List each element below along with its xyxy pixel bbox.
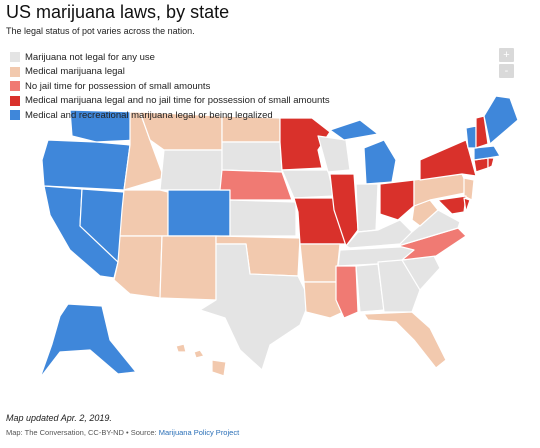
update-note: Map updated Apr. 2, 2019.	[6, 413, 112, 423]
state-kansas[interactable]	[229, 199, 297, 237]
state-alaska[interactable]	[39, 303, 137, 379]
state-indiana[interactable]	[355, 183, 379, 233]
legend-item-medical: Medical marijuana legal	[10, 65, 330, 80]
state-texas[interactable]	[199, 243, 311, 371]
source-link[interactable]: Marijuana Policy Project	[158, 428, 240, 437]
state-arkansas[interactable]	[299, 243, 341, 283]
state-delaware[interactable]	[463, 197, 471, 213]
zoom-out-button[interactable]: -	[499, 64, 514, 78]
state-new-mexico[interactable]	[159, 235, 217, 301]
state-wyoming[interactable]	[159, 149, 223, 191]
state-michigan[interactable]	[363, 139, 397, 185]
legend-item-medical-no-jail: Medical marijuana legal and no jail time…	[10, 94, 330, 109]
legend-swatch	[10, 95, 20, 106]
legend-swatch	[10, 52, 20, 63]
legend-label: Medical and recreational marijuana legal…	[25, 109, 273, 121]
legend-label: Medical marijuana legal	[25, 66, 125, 78]
state-new-hampshire[interactable]	[475, 115, 489, 149]
legend-swatch	[10, 81, 20, 92]
legend-item-recreational: Medical and recreational marijuana legal…	[10, 108, 330, 123]
legend-item-not-legal: Marijuana not legal for any use	[10, 50, 330, 65]
state-minnesota[interactable]	[279, 117, 331, 171]
state-utah[interactable]	[119, 189, 169, 237]
state-oregon[interactable]	[41, 139, 131, 191]
state-colorado[interactable]	[167, 189, 231, 237]
state-nebraska[interactable]	[219, 169, 293, 201]
state-mississippi[interactable]	[335, 265, 359, 319]
map-credit: Map: The Conversation, CC-BY-ND • Source…	[6, 428, 239, 437]
credit-text: Map: The Conversation, CC-BY-ND • Source…	[6, 428, 159, 437]
state-washington[interactable]	[69, 109, 141, 143]
state-hawaii[interactable]	[175, 343, 227, 377]
legend-swatch	[10, 110, 20, 121]
legend-swatch	[10, 66, 20, 77]
zoom-in-button[interactable]: +	[499, 48, 514, 62]
legend-label: Marijuana not legal for any use	[25, 51, 155, 63]
state-florida[interactable]	[363, 311, 447, 369]
state-maine[interactable]	[483, 95, 519, 145]
legend-item-no-jail: No jail time for possession of small amo…	[10, 79, 330, 94]
map-legend: Marijuana not legal for any use Medical …	[10, 50, 330, 123]
map-subtitle: The legal status of pot varies across th…	[6, 26, 195, 36]
state-ohio[interactable]	[379, 179, 415, 221]
map-title: US marijuana laws, by state	[6, 2, 230, 22]
legend-label: Medical marijuana legal and no jail time…	[25, 95, 330, 107]
state-illinois[interactable]	[329, 173, 359, 247]
state-south-dakota[interactable]	[221, 141, 283, 173]
state-new-york[interactable]	[419, 139, 477, 181]
state-rhode-island[interactable]	[487, 157, 495, 169]
state-wisconsin[interactable]	[317, 135, 351, 173]
legend-label: No jail time for possession of small amo…	[25, 80, 211, 92]
state-arizona[interactable]	[113, 235, 163, 299]
state-kentucky[interactable]	[345, 219, 413, 249]
state-vermont[interactable]	[465, 125, 477, 149]
state-massachusetts[interactable]	[473, 145, 501, 161]
state-michigan-up[interactable]	[329, 119, 379, 141]
state-new-jersey[interactable]	[463, 177, 475, 201]
state-maryland[interactable]	[437, 195, 467, 215]
